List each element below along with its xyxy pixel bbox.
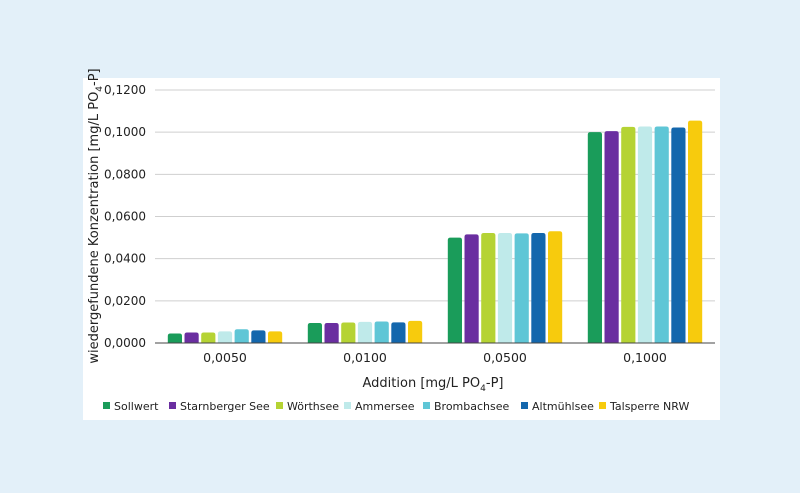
x-tick-label: 0,0500	[483, 350, 527, 365]
bar	[587, 132, 602, 343]
bar	[497, 232, 513, 343]
bar	[531, 232, 546, 343]
grid-lines	[155, 89, 715, 302]
y-tick-label: 0,0600	[104, 210, 146, 224]
y-tick-labels: 0,0000 0,0200 0,0400 0,0600 0,0800 0,1000 0,12…	[104, 83, 146, 350]
legend-label: Ammersee	[355, 400, 415, 413]
legend: Sollwert Starnberger See Wörthsee Ammersee B…	[97, 396, 693, 416]
x-tick-labels: 0,0050 0,0100 0,0500 0,1000	[203, 350, 667, 365]
y-tick-label: 0,1000	[104, 125, 146, 139]
legend-swatch	[103, 402, 110, 409]
legend-label: Wörthsee	[287, 400, 339, 413]
bar	[268, 331, 283, 343]
legend-label: Talsperre NRW	[609, 400, 689, 413]
bar	[167, 333, 182, 343]
legend-swatch	[521, 402, 528, 409]
y-axis-label: wiedergefundene Konzentration [mg/L PO4-…	[87, 68, 105, 363]
x-axis-label: Addition [mg/L PO4-P]	[363, 376, 504, 394]
y-tick-label: 0,0000	[104, 336, 146, 350]
bar	[604, 131, 619, 343]
legend-swatch	[344, 402, 351, 409]
bar	[217, 331, 233, 343]
bar	[307, 322, 322, 343]
bar	[234, 329, 249, 343]
legend-box	[97, 396, 693, 416]
bar	[621, 126, 636, 343]
legend-swatch	[599, 402, 606, 409]
legend-label: Sollwert	[114, 400, 159, 413]
bar	[324, 322, 339, 343]
y-tick-label: 0,1200	[104, 83, 146, 97]
bar	[341, 322, 356, 343]
bar	[654, 126, 669, 343]
bar	[357, 321, 373, 343]
bar	[481, 232, 496, 343]
bar	[548, 231, 563, 343]
bar	[637, 126, 653, 343]
bar	[251, 330, 266, 343]
legend-swatch	[169, 402, 176, 409]
y-tick-label: 0,0800	[104, 167, 146, 181]
bar	[447, 237, 462, 343]
bar	[408, 320, 423, 343]
bar	[688, 120, 703, 343]
legend-label: Brombachsee	[434, 400, 510, 413]
x-tick-label: 0,1000	[623, 350, 667, 365]
legend-label: Starnberger See	[180, 400, 270, 413]
bar	[374, 321, 389, 343]
bar	[184, 332, 199, 343]
bar	[201, 332, 216, 343]
bar	[464, 234, 479, 343]
bar	[514, 233, 529, 343]
legend-swatch	[423, 402, 430, 409]
x-tick-label: 0,0100	[343, 350, 387, 365]
legend-label: Altmühlsee	[532, 400, 594, 413]
legend-swatch	[276, 402, 283, 409]
bars	[167, 120, 703, 343]
y-tick-label: 0,0200	[104, 294, 146, 308]
bar	[391, 322, 406, 343]
y-tick-label: 0,0400	[104, 252, 146, 266]
x-tick-label: 0,0050	[203, 350, 247, 365]
bar	[671, 127, 686, 343]
